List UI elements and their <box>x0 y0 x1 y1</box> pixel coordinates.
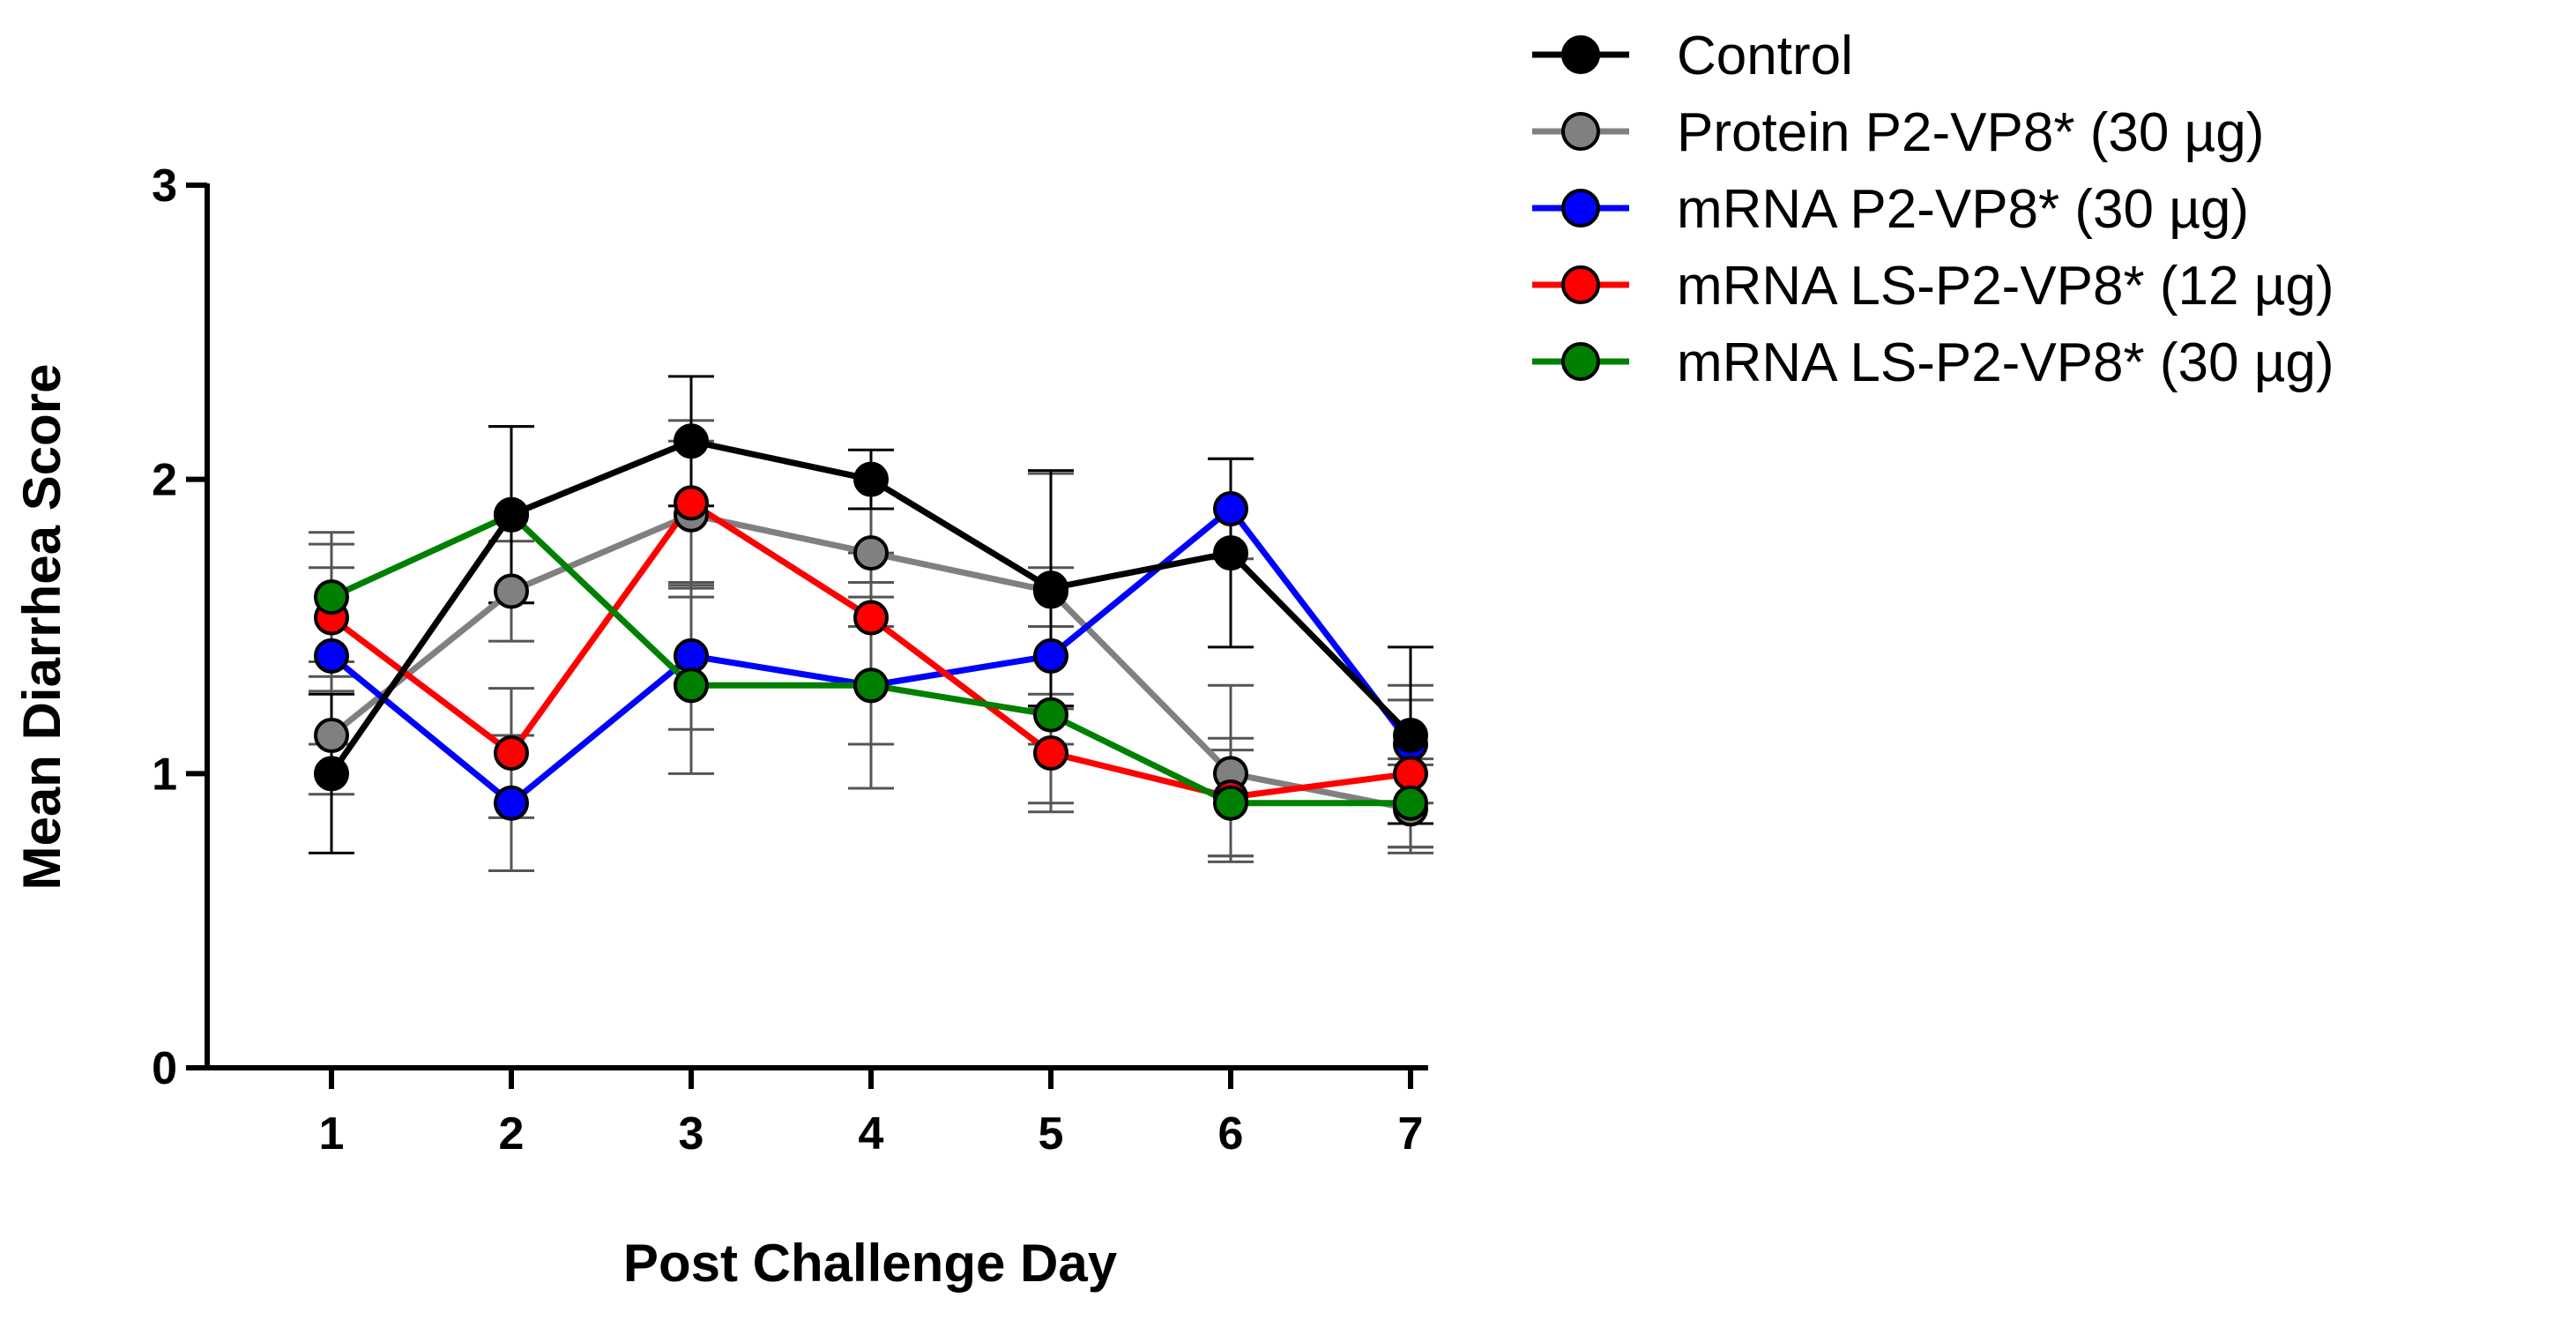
y-tick-label: 0 <box>152 1043 177 1094</box>
data-point <box>674 485 709 521</box>
data-point <box>1033 638 1068 674</box>
data-point <box>314 579 349 615</box>
data-point <box>1033 571 1068 607</box>
x-tick-label: 3 <box>679 1108 704 1160</box>
data-point <box>1393 756 1428 792</box>
x-tick-label: 1 <box>319 1108 345 1160</box>
legend-marker <box>1561 35 1600 74</box>
legend-marker <box>1561 265 1600 304</box>
x-axis-title: Post Challenge Day <box>623 1234 1118 1293</box>
data-point <box>494 735 529 771</box>
data-point <box>314 717 349 753</box>
legend-marker <box>1561 112 1600 151</box>
data-point <box>853 535 889 571</box>
data-point <box>674 423 709 459</box>
data-point <box>853 600 889 636</box>
data-point <box>494 496 529 533</box>
x-tick-label: 4 <box>859 1108 884 1160</box>
data-point <box>314 756 349 792</box>
data-point <box>1213 535 1248 571</box>
data-point <box>1393 785 1428 821</box>
data-point <box>674 667 709 704</box>
legend-label: mRNA LS-P2-VP8* (30 µg) <box>1677 332 2334 393</box>
x-tick-label: 6 <box>1218 1108 1244 1160</box>
legend-item: mRNA P2-VP8* (30 µg) <box>1532 179 2249 240</box>
chart-series <box>309 375 1433 872</box>
data-point <box>853 667 889 704</box>
data-point <box>1033 735 1068 771</box>
legend-item: mRNA LS-P2-VP8* (12 µg) <box>1532 256 2334 317</box>
y-tick-label: 3 <box>152 160 177 212</box>
x-tick-label: 5 <box>1039 1108 1064 1160</box>
legend-marker <box>1561 189 1600 227</box>
data-point <box>674 638 709 674</box>
legend-item: mRNA LS-P2-VP8* (30 µg) <box>1532 332 2334 393</box>
x-tick-label: 2 <box>499 1108 525 1160</box>
chart-axes: 0 1 2 3 1 2 3 4 5 6 7 <box>152 160 1428 1160</box>
legend-label: Control <box>1677 26 1853 86</box>
data-point <box>494 785 529 821</box>
data-point <box>1393 717 1428 753</box>
legend-label: mRNA P2-VP8* (30 µg) <box>1677 179 2249 240</box>
data-point <box>314 638 349 674</box>
y-tick-label: 1 <box>152 749 177 800</box>
data-point <box>494 573 529 609</box>
y-tick-label: 2 <box>152 455 177 506</box>
legend-marker <box>1561 342 1600 381</box>
chart-legend: Control Protein P2-VP8* (30 µg) mRNA P2-VP… <box>1532 26 2334 393</box>
data-point <box>1213 491 1248 527</box>
data-point <box>853 461 889 497</box>
x-tick-label: 7 <box>1398 1108 1424 1160</box>
y-axis-title: Mean Diarrhea Score <box>12 364 71 891</box>
data-point <box>1213 785 1248 821</box>
data-point <box>1033 697 1068 733</box>
legend-label: mRNA LS-P2-VP8* (12 µg) <box>1677 256 2334 317</box>
legend-label: Protein P2-VP8* (30 µg) <box>1677 102 2264 163</box>
legend-item: Control <box>1532 26 1853 86</box>
legend-item: Protein P2-VP8* (30 µg) <box>1532 102 2264 163</box>
